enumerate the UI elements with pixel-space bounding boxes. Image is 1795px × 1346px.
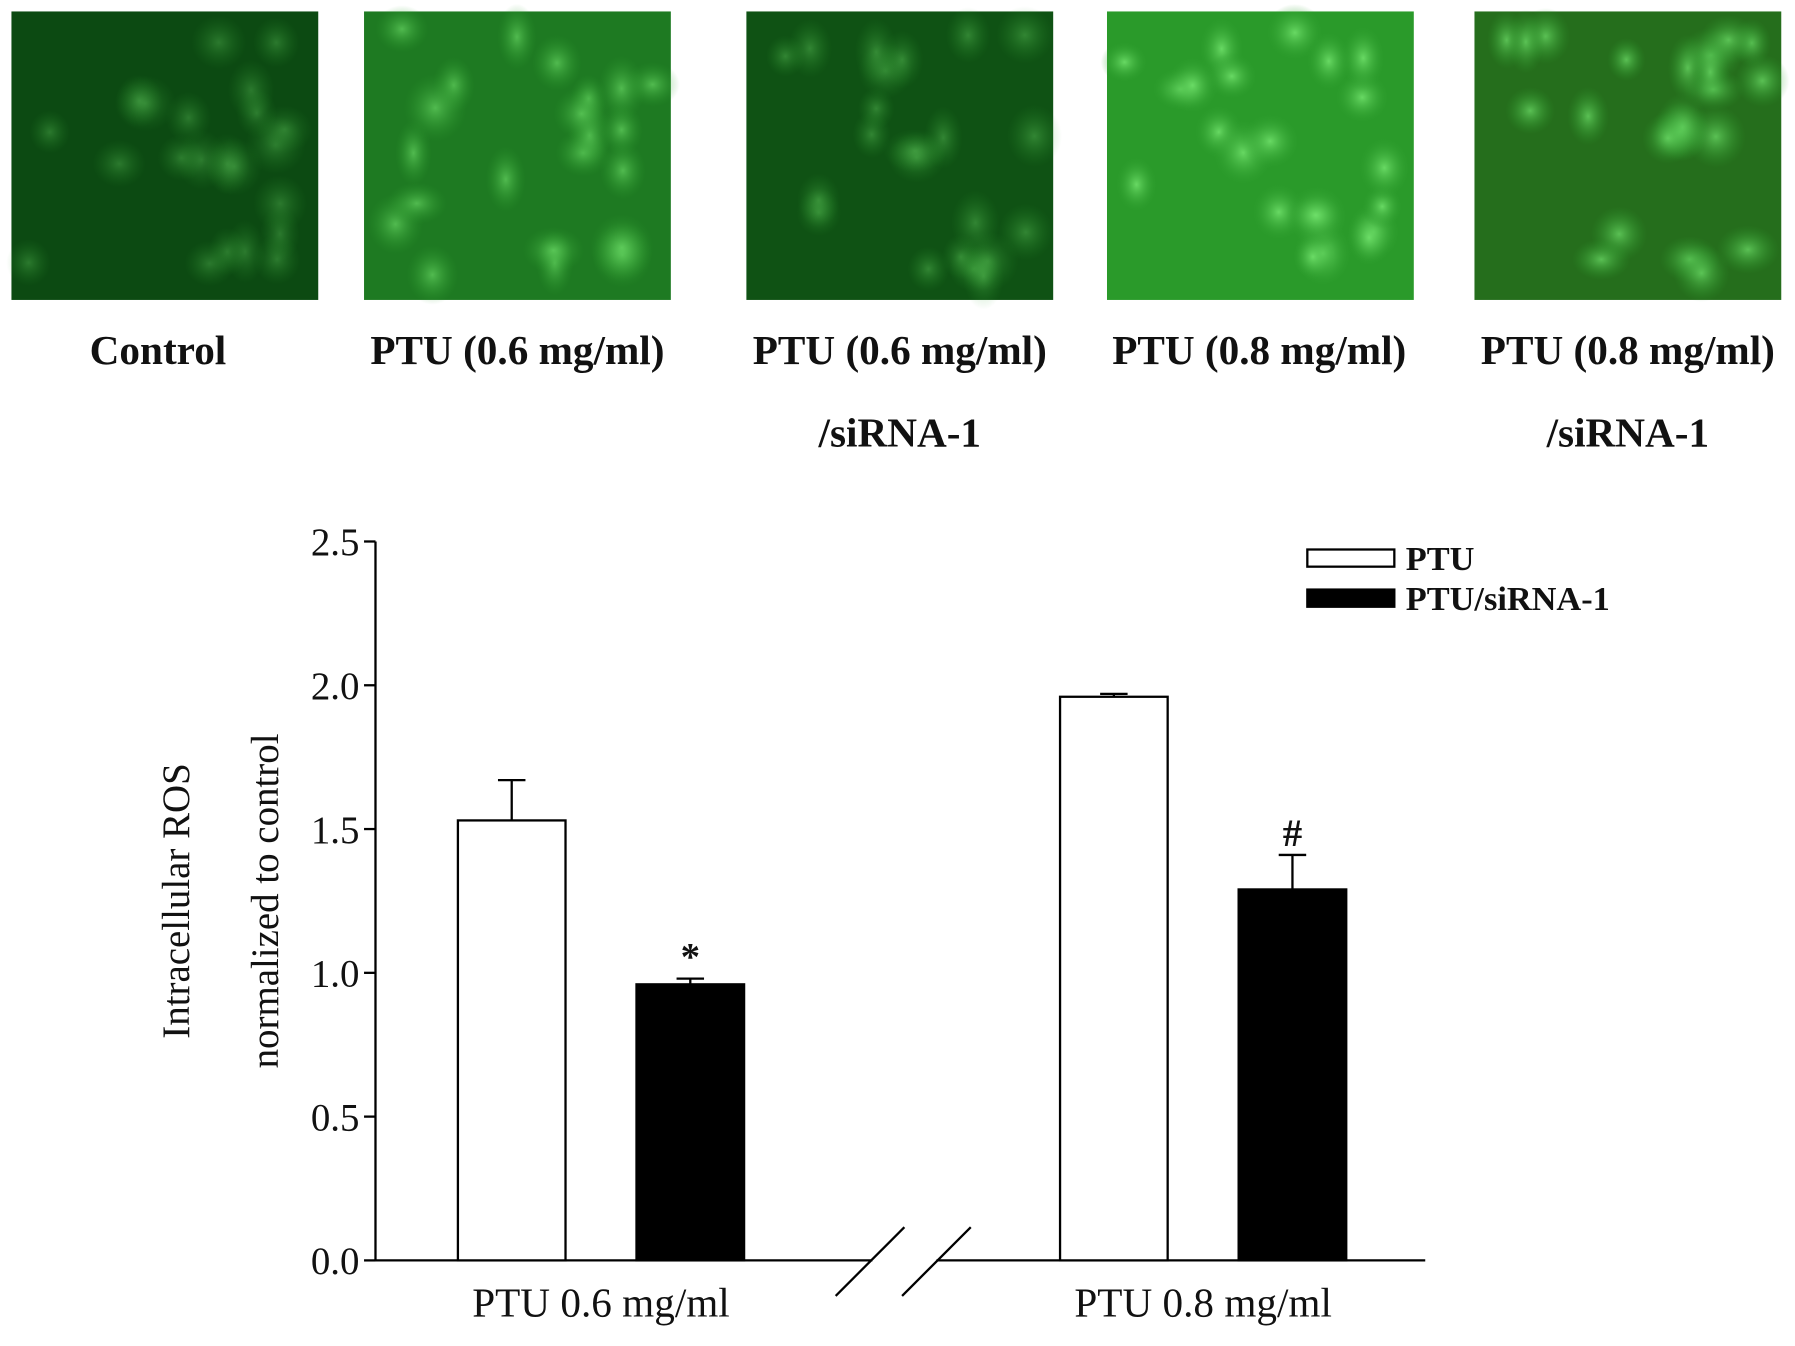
cell xyxy=(598,55,645,122)
bar xyxy=(635,983,746,1262)
y-tick-label: 1.5 xyxy=(311,809,360,852)
cell xyxy=(1716,225,1780,275)
cell xyxy=(485,146,526,213)
cell xyxy=(1100,41,1149,84)
cell xyxy=(1357,136,1411,200)
cell xyxy=(6,239,51,287)
cell xyxy=(176,129,227,190)
cell xyxy=(29,110,71,154)
cell xyxy=(225,219,265,284)
cell xyxy=(857,87,895,130)
cell xyxy=(252,17,300,68)
cell xyxy=(165,91,212,144)
cell xyxy=(1239,112,1301,170)
cell xyxy=(1571,238,1631,281)
cell xyxy=(1289,193,1343,238)
cell xyxy=(883,129,948,173)
x-tick-label: PTU 0.6 mg/ml xyxy=(472,1279,730,1325)
cell xyxy=(1507,9,1545,74)
cell xyxy=(553,87,610,141)
cell xyxy=(252,175,308,233)
cell xyxy=(907,246,950,292)
cell xyxy=(92,139,146,188)
y-tick-label: 1.0 xyxy=(311,953,360,996)
cell xyxy=(1165,56,1220,115)
cell xyxy=(1340,24,1386,92)
cell xyxy=(1642,112,1694,165)
cell xyxy=(403,73,468,143)
cell xyxy=(375,5,429,53)
micrograph-panels xyxy=(6,3,1790,310)
y-tick-label: 0.5 xyxy=(311,1096,360,1139)
bar xyxy=(1058,695,1169,1262)
y-tick-label: 0.0 xyxy=(311,1240,360,1283)
significance-mark: # xyxy=(1283,812,1302,855)
bar xyxy=(456,819,567,1262)
panel-label: /siRNA-1 xyxy=(818,409,982,455)
cell xyxy=(600,103,644,157)
significance-mark: * xyxy=(681,935,700,978)
cell xyxy=(1699,14,1758,65)
panel-label: PTU (0.6 mg/ml) xyxy=(753,327,1047,374)
cell xyxy=(1305,30,1352,92)
legend-label: PTU/siRNA-1 xyxy=(1406,580,1610,618)
cell xyxy=(184,240,236,287)
bar xyxy=(1237,888,1348,1262)
cell xyxy=(115,74,163,128)
cell xyxy=(1115,155,1158,214)
cell xyxy=(1735,54,1790,108)
cell xyxy=(963,242,1005,310)
panel-label: PTU (0.8 mg/ml) xyxy=(1481,327,1775,374)
cell xyxy=(1607,37,1646,82)
y-axis-label: normalized to control xyxy=(244,733,287,1068)
cell xyxy=(531,34,583,92)
cell xyxy=(1505,87,1556,135)
cell xyxy=(945,7,991,64)
legend-swatch xyxy=(1306,548,1396,568)
cell xyxy=(497,3,537,71)
legend-label: PTU xyxy=(1406,540,1475,578)
cell xyxy=(1006,104,1062,168)
cell xyxy=(854,18,898,86)
y-axis-label: Intracellular ROS xyxy=(155,763,198,1039)
cell xyxy=(1567,86,1610,146)
panel-label: /siRNA-1 xyxy=(1546,409,1710,455)
cell xyxy=(1673,244,1730,303)
legend-swatch xyxy=(1306,588,1396,608)
cell xyxy=(253,234,301,285)
cell xyxy=(522,226,585,274)
panel-label: PTU (0.8 mg/ml) xyxy=(1112,327,1406,374)
cell xyxy=(589,213,654,282)
y-tick-label: 2.5 xyxy=(311,521,360,564)
cell xyxy=(951,190,1000,256)
cell xyxy=(796,173,841,228)
cell xyxy=(787,18,833,78)
cell xyxy=(406,244,459,305)
cell xyxy=(599,141,647,200)
panel-label: Control xyxy=(90,327,227,373)
cell xyxy=(1292,233,1334,281)
panel-label: PTU (0.6 mg/ml) xyxy=(370,327,664,374)
cell xyxy=(996,6,1054,64)
cell xyxy=(386,182,448,225)
cell xyxy=(191,15,247,70)
cell xyxy=(256,105,313,154)
cell xyxy=(998,203,1054,261)
y-tick-label: 2.0 xyxy=(311,665,360,708)
x-tick-label: PTU 0.8 mg/ml xyxy=(1074,1279,1332,1325)
